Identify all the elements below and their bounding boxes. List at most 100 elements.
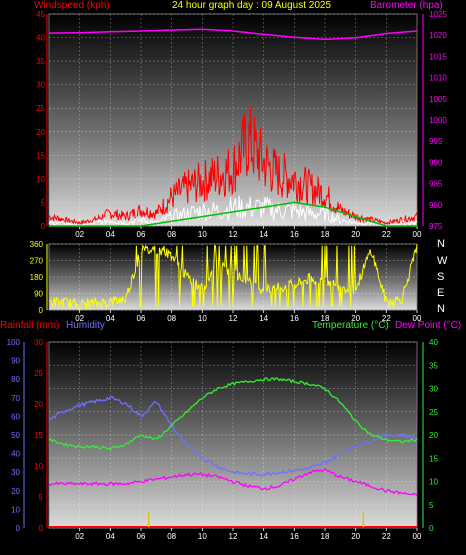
- climate-plot-xtick-label: 12: [229, 532, 238, 541]
- temperature-label: Temperature (°C): [312, 320, 389, 331]
- windspeed-axis-tick: 25: [36, 104, 45, 113]
- wind-plot-xtick-label: 02: [75, 230, 84, 239]
- direction-plot-xtick-label: 04: [106, 314, 115, 323]
- wind-plot-xtick-label: 22: [382, 230, 391, 239]
- barometer-axis-tick: 995: [429, 137, 443, 146]
- barometer-axis-tick: 980: [429, 201, 443, 210]
- wind-barometer-chart: 0510152025303540459759809859909951000100…: [36, 10, 447, 239]
- wind-plot-xtick-label: 00: [413, 230, 422, 239]
- temperature-axis-tick: 15: [429, 454, 438, 463]
- wind-plot-xtick-label: 10: [198, 230, 207, 239]
- windspeed-axis-tick: 0: [41, 222, 46, 231]
- climate-plot-xtick-label: 08: [167, 532, 176, 541]
- temperature-axis-tick: 40: [429, 338, 438, 347]
- humidity-axis-tick: 80: [11, 375, 20, 384]
- direction-plot-xtick-label: 22: [382, 314, 391, 323]
- rainfall-axis-tick: 10: [34, 462, 43, 471]
- temperature-axis-tick: 10: [429, 478, 438, 487]
- humidity-axis-tick: 10: [11, 505, 20, 514]
- barometer-axis-tick: 1015: [429, 52, 447, 61]
- climate-plot-xtick-label: 18: [321, 532, 330, 541]
- humidity-series: [48, 395, 418, 477]
- climate-plot-xtick-label: 20: [351, 532, 360, 541]
- direction-plot-xtick-label: 08: [167, 314, 176, 323]
- compass-n-top: N: [437, 238, 445, 250]
- wind-plot-xtick-label: 14: [259, 230, 268, 239]
- humidity-axis-tick: 20: [11, 487, 20, 496]
- rainfall-axis-tick: 0: [39, 524, 44, 533]
- windspeed-axis-tick: 30: [36, 81, 45, 90]
- climate-plot-xtick-label: 06: [137, 532, 146, 541]
- direction-plot-xtick-label: 20: [351, 314, 360, 323]
- temperature-axis-tick: 25: [429, 408, 438, 417]
- windspeed-axis-tick: 20: [36, 128, 45, 137]
- humidity-axis-tick: 70: [11, 394, 20, 403]
- wind-direction-series: [48, 243, 418, 311]
- humidity-axis-tick: 40: [11, 450, 20, 459]
- direction-plot-xtick-label: 10: [198, 314, 207, 323]
- windspeed-axis-tick: 35: [36, 57, 45, 66]
- wind-plot-xtick-label: 04: [106, 230, 115, 239]
- climate-plot-xtick-label: 10: [198, 532, 207, 541]
- rain-humidity-temperature-chart: 0102030405060708090100051015202530051015…: [7, 338, 439, 541]
- compass-n-bottom: N: [437, 303, 445, 315]
- temperature-axis-tick: 0: [429, 524, 434, 533]
- humidity-axis-tick: 0: [16, 524, 21, 533]
- wind-average-series: [48, 195, 418, 227]
- climate-plot-xtick-label: 22: [382, 532, 391, 541]
- direction-axis-tick: 360: [30, 240, 44, 249]
- humidity-axis-tick: 90: [11, 357, 20, 366]
- temperature-axis-tick: 5: [429, 501, 434, 510]
- humidity-label: Humidity: [66, 320, 105, 331]
- barometer-label: Barometer (hpa): [370, 0, 443, 11]
- temperature-axis-tick: 20: [429, 431, 438, 440]
- barometer-axis-tick: 1010: [429, 74, 447, 83]
- windspeed-label: Windspeed (kph): [34, 0, 110, 11]
- barometer-axis-tick: 1025: [429, 10, 447, 19]
- windspeed-axis-tick: 15: [36, 151, 45, 160]
- windspeed-axis-tick: 10: [36, 175, 45, 184]
- barometer-axis-tick: 985: [429, 180, 443, 189]
- humidity-axis-tick: 50: [11, 431, 20, 440]
- rainfall-axis-tick: 5: [39, 493, 44, 502]
- barometer-axis-tick: 975: [429, 222, 443, 231]
- temperature-series: [48, 377, 418, 451]
- climate-plot-xtick-label: 04: [106, 532, 115, 541]
- direction-plot-xtick-label: 14: [259, 314, 268, 323]
- barometer-axis-tick: 990: [429, 158, 443, 167]
- climate-plot-xtick-label: 02: [75, 532, 84, 541]
- temperature-axis-tick: 30: [429, 385, 438, 394]
- compass-e: E: [437, 287, 445, 299]
- humidity-axis-tick: 30: [11, 468, 20, 477]
- wind-plot-xtick-label: 08: [167, 230, 176, 239]
- humidity-axis-tick: 60: [11, 412, 20, 421]
- wind-direction-chart: 0 90 180 270 360 02 04 06 08 10 12 14 16 18 20 22 00: [30, 240, 422, 323]
- rainfall-axis-tick: 30: [34, 338, 43, 347]
- humidity-axis-tick: 100: [7, 338, 21, 347]
- barometer-axis-tick: 1000: [429, 116, 447, 125]
- direction-axis-tick: 0: [39, 306, 44, 315]
- windspeed-axis-tick: 5: [41, 198, 46, 207]
- direction-axis-tick: 90: [34, 290, 43, 299]
- barometer-axis-tick: 1020: [429, 31, 447, 40]
- wind-gust-series: [48, 106, 418, 225]
- barometer-axis-tick: 1005: [429, 95, 447, 104]
- windspeed-axis-tick: 40: [36, 34, 45, 43]
- direction-plot-xtick-label: 00: [413, 314, 422, 323]
- wind-plot-xtick-label: 12: [229, 230, 238, 239]
- compass-w: W: [437, 255, 448, 267]
- wind-plot-xtick-label: 16: [290, 230, 299, 239]
- dewpoint-series: [48, 467, 418, 497]
- climate-plot-xtick-label: 14: [259, 532, 268, 541]
- direction-plot-xtick-label: 06: [137, 314, 146, 323]
- direction-plot-xtick-label: 16: [290, 314, 299, 323]
- climate-plot-xtick-label: 16: [290, 532, 299, 541]
- compass-s: S: [437, 271, 445, 283]
- climate-plot-xtick-label: 00: [413, 532, 422, 541]
- graph-title: 24 hour graph day : 09 August 2025: [172, 0, 332, 11]
- rainfall-axis-tick: 25: [34, 369, 43, 378]
- wind-plot-xtick-label: 06: [137, 230, 146, 239]
- wind-plot-xtick-label: 18: [321, 230, 330, 239]
- wind-plot-xtick-label: 20: [351, 230, 360, 239]
